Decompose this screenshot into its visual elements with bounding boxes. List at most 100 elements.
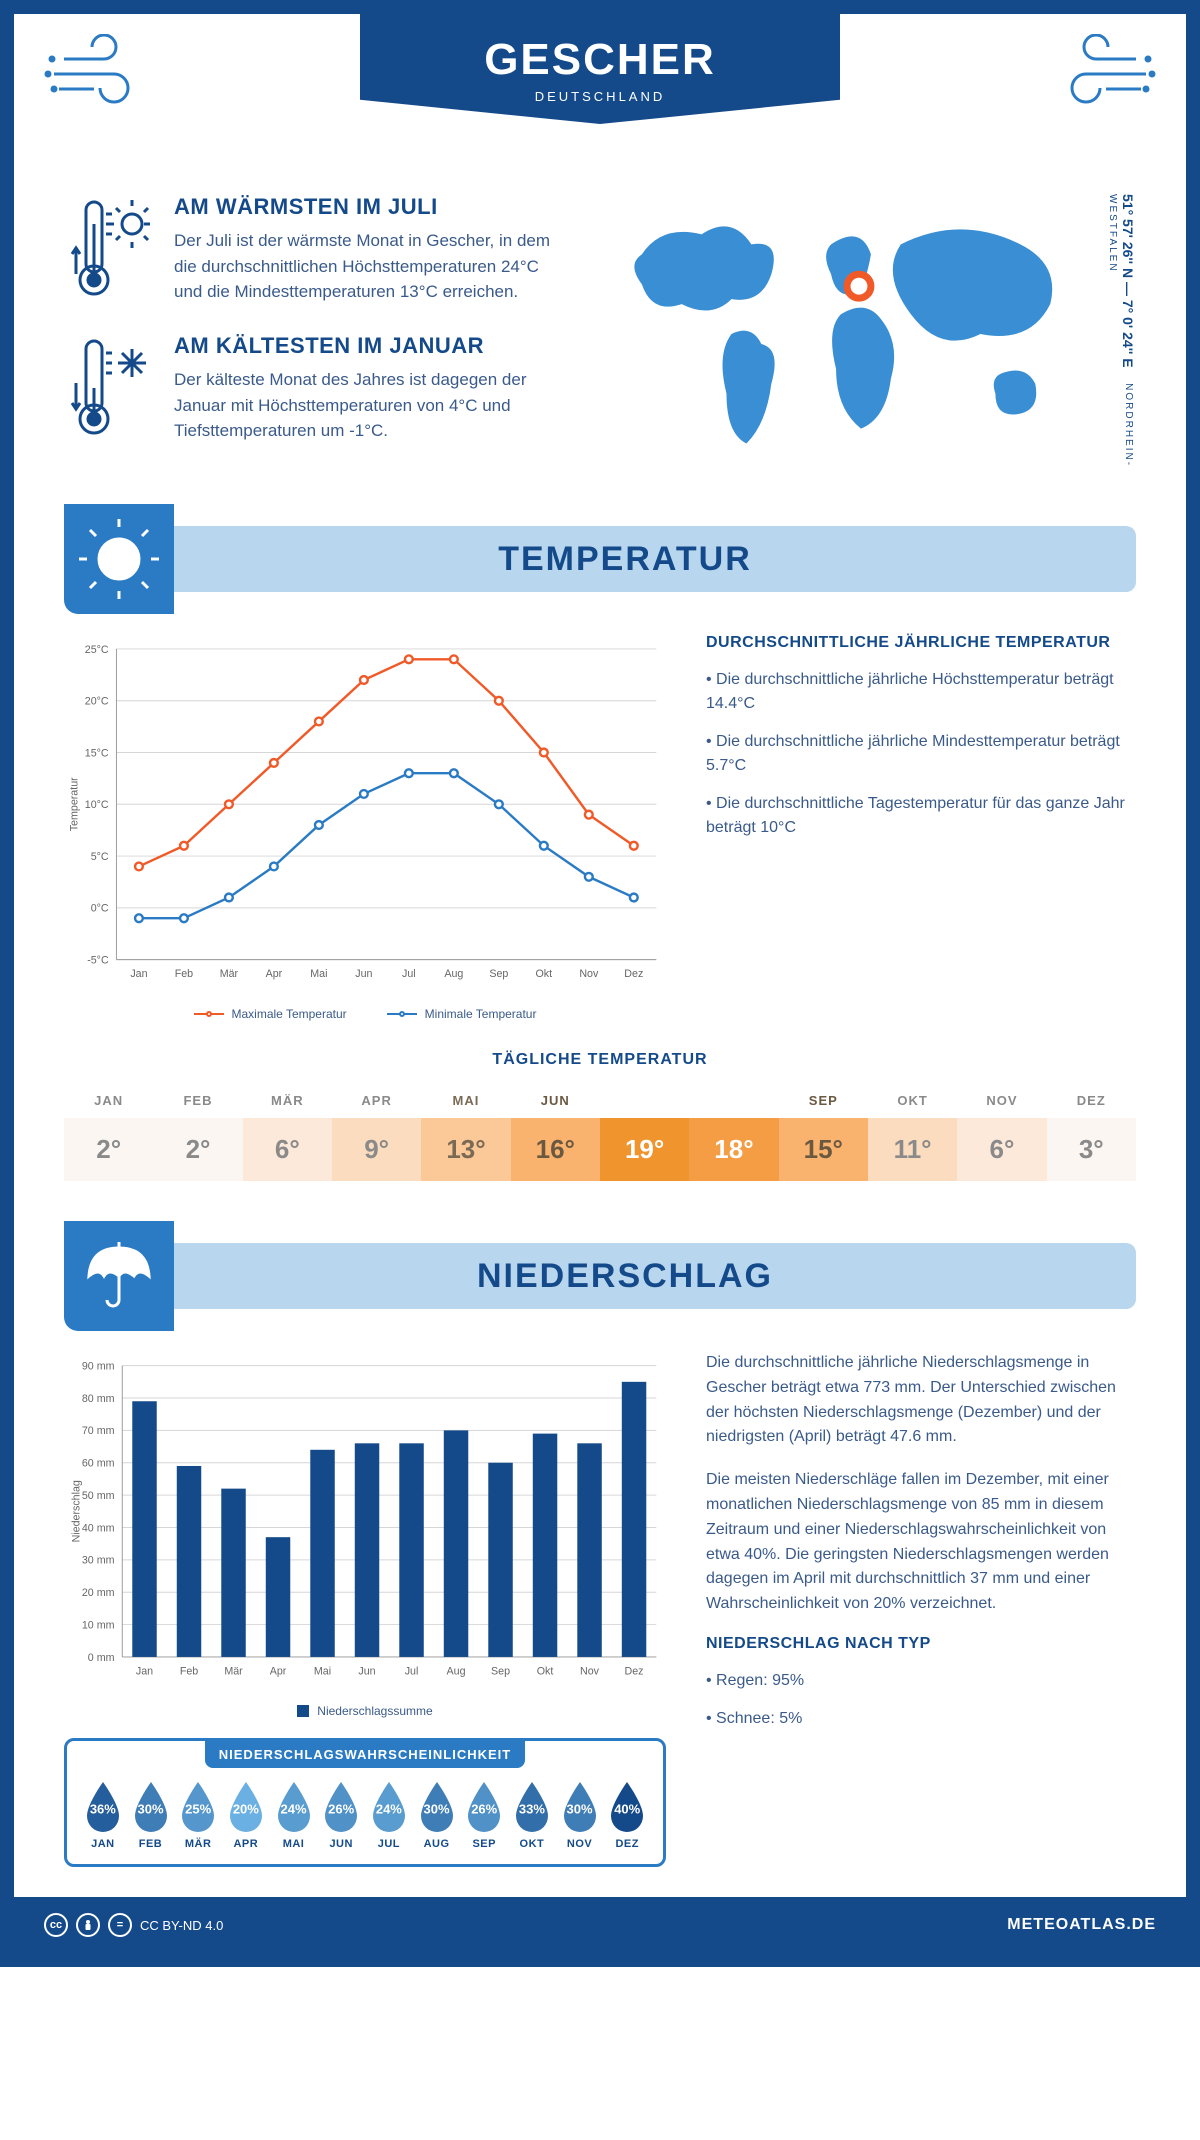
legend-min: Minimale Temperatur [425, 1007, 537, 1021]
temp-info-b3: • Die durchschnittliche Tagestemperatur … [706, 792, 1136, 840]
country-name: DEUTSCHLAND [535, 89, 666, 104]
cc-icon: cc [44, 1913, 68, 1937]
precip-p1: Die durchschnittliche jährliche Niedersc… [706, 1351, 1136, 1450]
svg-text:Jul: Jul [405, 1665, 419, 1677]
svg-text:0 mm: 0 mm [88, 1652, 115, 1664]
coords-latlon: 51° 57' 26'' N — 7° 0' 24'' E [1120, 194, 1136, 368]
daily-temp-grid: JAN2°FEB2°MÄR6°APR9°MAI13°JUN16°JUL19°AU… [64, 1083, 1136, 1181]
thermometer-snow-icon [64, 333, 154, 448]
fact-cold-title: AM KÄLTESTEN IM JANUAR [174, 333, 562, 359]
license-badges: cc = CC BY-ND 4.0 [44, 1913, 223, 1937]
temp-info-b1: • Die durchschnittliche jährliche Höchst… [706, 668, 1136, 716]
footer: cc = CC BY-ND 4.0 METEOATLAS.DE [14, 1897, 1186, 1953]
daily-temp-cell: AUG18° [689, 1083, 778, 1181]
svg-text:80 mm: 80 mm [82, 1393, 115, 1405]
umbrella-icon [64, 1221, 174, 1331]
nd-icon: = [108, 1913, 132, 1937]
svg-text:40 mm: 40 mm [82, 1522, 115, 1534]
header: GESCHER DEUTSCHLAND [14, 14, 1186, 174]
svg-text:25°C: 25°C [85, 644, 109, 656]
by-icon [76, 1913, 100, 1937]
precipitation-info: Die durchschnittliche jährliche Niedersc… [706, 1351, 1136, 1867]
fact-warm-text: Der Juli ist der wärmste Monat in Gesche… [174, 228, 562, 305]
daily-temp-cell: MAI13° [421, 1083, 510, 1181]
svg-text:Okt: Okt [537, 1665, 554, 1677]
prob-cell: 24%JUL [365, 1780, 413, 1850]
temp-info-title: DURCHSCHNITTLICHE JÄHRLICHE TEMPERATUR [706, 634, 1136, 652]
svg-text:Jun: Jun [355, 968, 372, 980]
prob-cell: 30%NOV [556, 1780, 604, 1850]
svg-text:Sep: Sep [491, 1665, 510, 1677]
prob-cell: 30%AUG [413, 1780, 461, 1850]
prob-cell: 30%FEB [127, 1780, 175, 1850]
temp-chart-legend: Maximale Temperatur Minimale Temperatur [64, 1007, 666, 1021]
daily-temp-cell: APR9° [332, 1083, 421, 1181]
svg-text:Dez: Dez [625, 1665, 644, 1677]
section-title: NIEDERSCHLAG [477, 1257, 773, 1296]
svg-text:10°C: 10°C [85, 799, 109, 811]
fact-warm-title: AM WÄRMSTEN IM JULI [174, 194, 562, 220]
svg-text:Mär: Mär [220, 968, 239, 980]
svg-text:0°C: 0°C [91, 903, 109, 915]
sun-icon [64, 504, 174, 614]
wind-icon-left [44, 34, 154, 119]
precip-type-b2: • Schnee: 5% [706, 1707, 1136, 1731]
title-banner: GESCHER DEUTSCHLAND [360, 14, 840, 124]
svg-text:60 mm: 60 mm [82, 1458, 115, 1470]
prob-title: NIEDERSCHLAGSWAHRSCHEINLICHKEIT [205, 1741, 525, 1768]
svg-text:Aug: Aug [447, 1665, 466, 1677]
city-name: GESCHER [484, 35, 716, 85]
daily-temp-cell: JUN16° [511, 1083, 600, 1181]
svg-text:Feb: Feb [180, 1665, 198, 1677]
svg-text:15°C: 15°C [85, 747, 109, 759]
precipitation-probability-box: NIEDERSCHLAGSWAHRSCHEINLICHKEIT 36%JAN30… [64, 1738, 666, 1867]
svg-text:Niederschlag: Niederschlag [71, 1480, 83, 1542]
svg-text:30 mm: 30 mm [82, 1555, 115, 1567]
prob-cell: 33%OKT [508, 1780, 556, 1850]
svg-text:70 mm: 70 mm [82, 1425, 115, 1437]
svg-text:Apr: Apr [270, 1665, 287, 1677]
temperature-line-chart: -5°C0°C5°C10°C15°C20°C25°CJanFebMärAprMa… [64, 634, 666, 994]
svg-text:Feb: Feb [175, 968, 193, 980]
svg-text:Jul: Jul [402, 968, 416, 980]
prob-cell: 36%JAN [79, 1780, 127, 1850]
fact-coldest: AM KÄLTESTEN IM JANUAR Der kälteste Mona… [64, 333, 562, 448]
svg-text:90 mm: 90 mm [82, 1361, 115, 1373]
svg-text:5°C: 5°C [91, 851, 109, 863]
site-name: METEOATLAS.DE [1007, 1916, 1156, 1934]
prob-cell: 40%DEZ [603, 1780, 651, 1850]
svg-text:Mär: Mär [224, 1665, 243, 1677]
section-header-precipitation: NIEDERSCHLAG [64, 1221, 1136, 1331]
svg-text:Aug: Aug [444, 968, 463, 980]
precip-type-b1: • Regen: 95% [706, 1669, 1136, 1693]
daily-temp-cell: JAN2° [64, 1083, 153, 1181]
svg-text:50 mm: 50 mm [82, 1490, 115, 1502]
precip-chart-legend: Niederschlagssumme [64, 1704, 666, 1718]
svg-text:20°C: 20°C [85, 696, 109, 708]
coordinates: 51° 57' 26'' N — 7° 0' 24'' E NORDRHEIN-… [1104, 194, 1136, 474]
legend-max: Maximale Temperatur [232, 1007, 347, 1021]
prob-cell: 24%MAI [270, 1780, 318, 1850]
temp-info-b2: • Die durchschnittliche jährliche Mindes… [706, 730, 1136, 778]
daily-temp-cell: OKT11° [868, 1083, 957, 1181]
svg-text:Mai: Mai [310, 968, 327, 980]
precipitation-bar-chart: 0 mm10 mm20 mm30 mm40 mm50 mm60 mm70 mm8… [64, 1351, 666, 1691]
wind-icon-right [1046, 34, 1156, 119]
daily-temp-title: TÄGLICHE TEMPERATUR [64, 1051, 1136, 1069]
svg-text:Okt: Okt [536, 968, 553, 980]
svg-text:Mai: Mai [314, 1665, 331, 1677]
prob-cell: 26%JUN [317, 1780, 365, 1850]
svg-text:Jan: Jan [136, 1665, 153, 1677]
temperature-info: DURCHSCHNITTLICHE JÄHRLICHE TEMPERATUR •… [706, 634, 1136, 1021]
prob-cell: 25%MÄR [174, 1780, 222, 1850]
license-text: CC BY-ND 4.0 [140, 1918, 223, 1933]
fact-warmest: AM WÄRMSTEN IM JULI Der Juli ist der wär… [64, 194, 562, 309]
daily-temp-cell: JUL19° [600, 1083, 689, 1181]
precip-type-title: NIEDERSCHLAG NACH TYP [706, 1635, 1136, 1653]
fact-cold-text: Der kälteste Monat des Jahres ist dagege… [174, 367, 562, 444]
thermometer-sun-icon [64, 194, 154, 309]
section-header-temperature: TEMPERATUR [64, 504, 1136, 614]
svg-text:-5°C: -5°C [87, 955, 109, 967]
prob-cell: 26%SEP [460, 1780, 508, 1850]
daily-temp-cell: SEP15° [779, 1083, 868, 1181]
